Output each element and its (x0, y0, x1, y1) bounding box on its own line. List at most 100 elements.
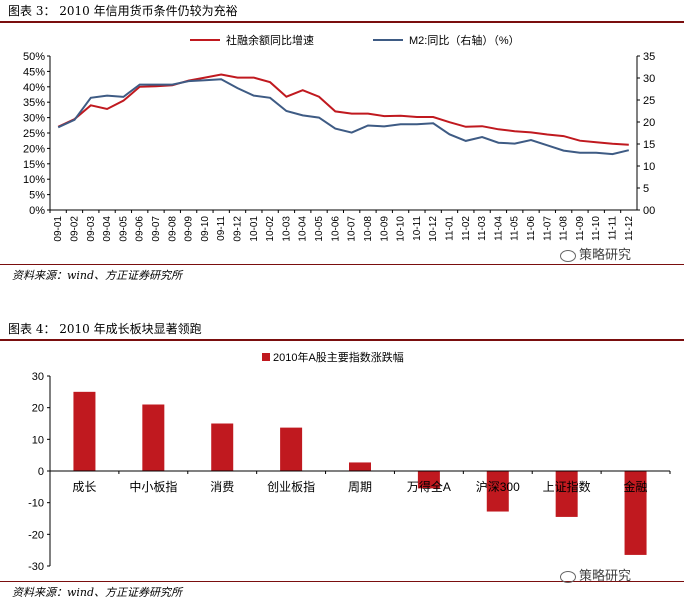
left-tick-label: 20% (23, 143, 45, 155)
x-tick-label: 09-08 (167, 216, 178, 242)
watermark-2: 策略研究 (560, 565, 631, 584)
x-tick-label: 09-02 (69, 216, 80, 242)
wechat-icon (560, 249, 576, 262)
y-tick-label: 0 (38, 466, 44, 478)
x-tick-label: 10-06 (330, 216, 341, 242)
right-tick-label: 10 (643, 161, 655, 173)
category-label: 周期 (348, 480, 372, 494)
x-tick-label: 11-06 (526, 216, 537, 241)
left-tick-label: 45% (23, 66, 45, 78)
y-tick-label: -10 (28, 498, 44, 510)
series-line-1 (57, 73, 629, 146)
x-tick-label: 10-10 (396, 216, 407, 242)
figure-4-source: 资料来源：wind、方正证券研究所 (12, 586, 183, 599)
figure-3-source: 资料来源：wind、方正证券研究所 (12, 269, 183, 282)
right-tick-label: 15 (643, 139, 655, 151)
category-label: 消费 (210, 480, 234, 494)
figure-3-caption: 图表 3： 2010 年信用货币条件仍较为充裕 (8, 4, 238, 18)
watermark-1: 策略研究 (560, 244, 631, 263)
x-tick-label: 11-02 (461, 216, 472, 241)
x-tick-label: 09-01 (53, 216, 64, 242)
x-tick-label: 11-03 (477, 216, 488, 241)
x-tick-label: 09-05 (118, 216, 129, 242)
x-tick-label: 11-07 (542, 216, 553, 241)
right-tick-label: 25 (643, 95, 655, 107)
left-tick-label: 15% (23, 159, 45, 171)
x-tick-label: 10-01 (249, 216, 260, 242)
bar (73, 391, 96, 471)
x-tick-label: 10-02 (265, 216, 276, 242)
x-tick-label: 09-12 (233, 216, 244, 242)
left-tick-label: 25% (23, 128, 45, 140)
legend-label-1: 社融余额同比增速 (226, 33, 314, 47)
left-tick-label: 10% (23, 174, 45, 186)
y-tick-label: 20 (32, 403, 44, 415)
bar (624, 471, 647, 555)
category-label: 上证指数 (543, 479, 591, 494)
chart-title: 2010年A股主要指数涨跌幅 (273, 350, 404, 364)
left-tick-label: 40% (23, 82, 45, 94)
x-tick-label: 11-09 (575, 216, 586, 241)
wechat-icon (560, 570, 576, 583)
left-tick-label: 50% (23, 51, 45, 63)
right-tick-label: 30 (643, 73, 655, 85)
x-tick-label: 11-05 (510, 216, 521, 241)
y-tick-label: 30 (32, 371, 44, 383)
bar (417, 471, 440, 489)
series-line-2 (57, 78, 630, 156)
x-tick-label: 09-09 (184, 216, 195, 242)
x-tick-label: 09-04 (102, 216, 113, 242)
left-tick-label: 35% (23, 97, 45, 109)
left-tick-label: 30% (23, 113, 45, 125)
bar (142, 404, 165, 471)
x-tick-label: 10-12 (428, 216, 439, 242)
bar (555, 471, 578, 517)
x-tick-label: 10-03 (281, 216, 292, 242)
legend-label-2: M2:同比（右轴）（%） (409, 33, 520, 47)
line-chart: 0% 5% 10% 15% 20% 25% 30% 35% 40% 45% 50% 00 5 10 15 20… (23, 33, 655, 242)
source-rule-top (0, 264, 684, 265)
bar (486, 471, 509, 512)
y-tick-label: 10 (32, 434, 44, 446)
bar (280, 427, 303, 471)
category-label: 沪深300 (476, 480, 520, 494)
x-tick-label: 09-11 (216, 216, 227, 241)
x-tick-label: 09-06 (135, 216, 146, 242)
x-tick-label: 10-07 (347, 216, 358, 242)
right-tick-label: 00 (643, 205, 655, 217)
figure-4-caption: 图表 4： 2010 年成长板块显著领跑 (8, 322, 202, 336)
x-tick-label: 10-11 (412, 216, 423, 241)
y-tick-label: -30 (28, 561, 44, 573)
x-tick-label: 11-10 (591, 216, 602, 241)
x-tick-label: 10-05 (314, 216, 325, 242)
source-rule-bottom (0, 581, 684, 582)
left-tick-label: 0% (29, 205, 45, 217)
x-tick-label: 09-07 (151, 216, 162, 242)
x-tick-label: 09-10 (200, 216, 211, 242)
x-tick-label: 11-12 (624, 216, 635, 241)
bar-chart: 2010年A股主要指数涨跌幅 30 20 10 0 -10 -20 -30 成长 中小板指 消费 创业… (28, 350, 671, 573)
x-tick-label: 10-08 (363, 216, 374, 242)
x-tick-label: 10-09 (379, 216, 390, 242)
caption-rule-bottom (0, 339, 684, 341)
x-tick-label: 11-04 (493, 216, 504, 241)
x-tick-label: 09-03 (86, 216, 97, 242)
right-tick-label: 35 (643, 51, 655, 63)
category-label: 金融 (624, 479, 648, 494)
right-tick-label: 20 (643, 117, 655, 129)
y-tick-label: -20 (28, 529, 44, 541)
left-tick-label: 5% (29, 190, 45, 202)
category-label: 中小板指 (129, 479, 177, 494)
right-tick-label: 5 (643, 183, 649, 195)
x-tick-label: 11-11 (608, 216, 619, 241)
bar (211, 423, 234, 471)
category-label: 成长 (72, 480, 96, 494)
category-label: 创业板指 (267, 479, 315, 494)
x-tick-label: 10-04 (298, 216, 309, 242)
caption-rule-top (0, 21, 684, 23)
x-tick-label: 11-08 (559, 216, 570, 241)
bar (349, 462, 371, 471)
legend-swatch (262, 353, 270, 361)
category-label: 万得全A (407, 479, 451, 494)
x-tick-label: 11-01 (444, 216, 455, 241)
